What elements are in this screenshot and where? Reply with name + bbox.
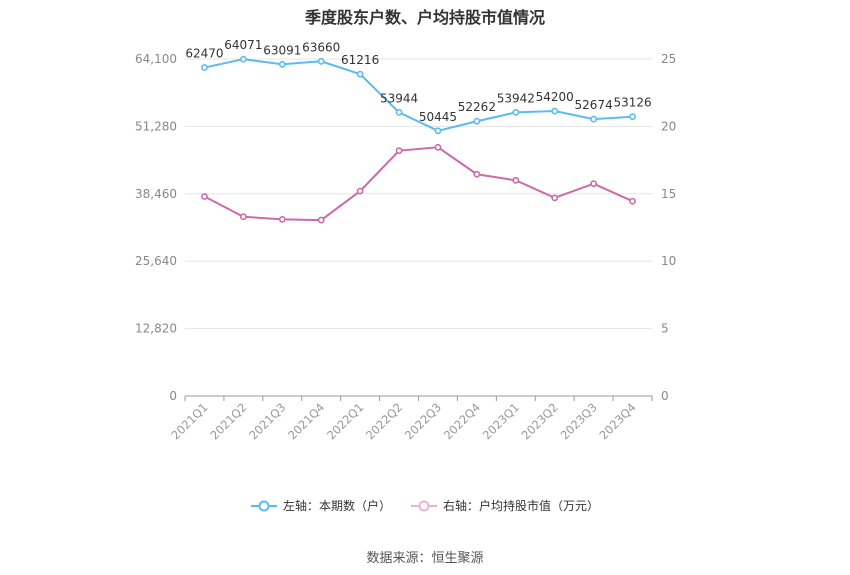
right-axis-tick-label: 25: [661, 52, 676, 66]
series-1-point: [239, 55, 247, 63]
right-axis-tick-label: 0: [661, 389, 669, 403]
right-axis-tick-label: 20: [661, 119, 676, 133]
data-label: 53942: [497, 91, 535, 105]
x-axis-tick-label: 2022Q4: [441, 400, 483, 442]
series-2-point: [473, 170, 481, 178]
series-2-point: [395, 147, 403, 155]
series-2-point: [590, 180, 598, 188]
legend-item-left-series[interactable]: 左轴：本期数（户）: [250, 497, 391, 514]
x-axis-tick-label: 2022Q1: [324, 400, 366, 442]
series-1-point: [278, 60, 286, 68]
left-axis-tick-label: 38,460: [135, 187, 177, 201]
left-axis-tick-label: 64,100: [135, 52, 177, 66]
left-axis-tick-label: 0: [169, 389, 177, 403]
data-label: 53944: [380, 91, 418, 105]
data-label: 52674: [575, 98, 613, 112]
grid-layer: [185, 58, 652, 330]
data-label: 64071: [224, 38, 262, 52]
legend-line-marker-icon: [250, 500, 277, 511]
series-1-point: [590, 115, 598, 123]
series-2-point: [201, 193, 208, 200]
series-2-point: [434, 143, 442, 151]
series-line-2: [203, 146, 633, 222]
series-line-1: [204, 58, 633, 132]
series-2-point: [317, 216, 325, 224]
right-axis-tick-label: 5: [661, 322, 669, 336]
data-label: 63660: [302, 40, 340, 54]
series-1-point: [473, 117, 481, 125]
data-label: 54200: [536, 90, 574, 104]
x-axis-tick-label: 2023Q4: [596, 400, 638, 442]
data-label: 62470: [185, 47, 223, 61]
x-axis-tick-label: 2021Q2: [207, 400, 249, 442]
series-layer: [201, 55, 636, 224]
series-2-point: [356, 187, 364, 195]
data-label: 63091: [263, 43, 301, 57]
x-axis-tick-label: 2023Q3: [558, 400, 600, 442]
x-axis-tick-label: 2021Q1: [168, 400, 210, 442]
chart-title: 季度股东户数、户均持股市值情况: [304, 8, 545, 27]
legend-item-right-series[interactable]: 右轴：户均持股市值（万元）: [411, 497, 599, 514]
source-note: 数据来源：恒生聚源: [366, 551, 484, 566]
series-1-point: [551, 107, 559, 115]
right-axis-tick-label: 10: [661, 254, 676, 268]
data-label: 53126: [613, 96, 651, 110]
series-1-point: [434, 127, 442, 135]
x-axis-tick-label: 2021Q3: [246, 400, 288, 442]
left-axis-tick-label: 25,640: [135, 254, 177, 268]
legend-label-left-series: 左轴：本期数（户）: [282, 499, 391, 513]
legend: 左轴：本期数（户） 右轴：户均持股市值（万元）: [0, 497, 850, 514]
series-1-point: [395, 108, 403, 116]
series-1-point: [629, 113, 636, 121]
series-2-point: [551, 194, 559, 202]
data-label: 50445: [419, 110, 457, 124]
x-axis-tick-label: 2021Q4: [285, 400, 327, 442]
series-1-point: [356, 70, 364, 78]
series-2-point: [278, 216, 286, 223]
legend-line-marker-icon: [411, 500, 437, 511]
data-label: 61216: [341, 53, 379, 67]
series-1-point: [512, 109, 520, 116]
series-1-point: [201, 64, 208, 71]
x-axis-tick-label: 2022Q2: [363, 400, 405, 442]
data-label: 52262: [458, 100, 496, 114]
x-axis-tick-label: 2023Q2: [519, 400, 561, 442]
series-2-point: [239, 213, 247, 221]
series-2-point: [512, 176, 520, 184]
x-axis-tick-label: 2022Q3: [402, 400, 444, 442]
left-axis-tick-label: 51,280: [135, 119, 177, 133]
right-axis-tick-label: 15: [661, 187, 676, 201]
left-axis-tick-label: 12,820: [135, 322, 177, 336]
series-2-point: [629, 197, 636, 205]
legend-label-right-series: 右轴：户均持股市值（万元）: [443, 499, 600, 513]
x-axis-tick-label: 2023Q1: [480, 400, 522, 442]
series-1-point: [317, 57, 325, 65]
